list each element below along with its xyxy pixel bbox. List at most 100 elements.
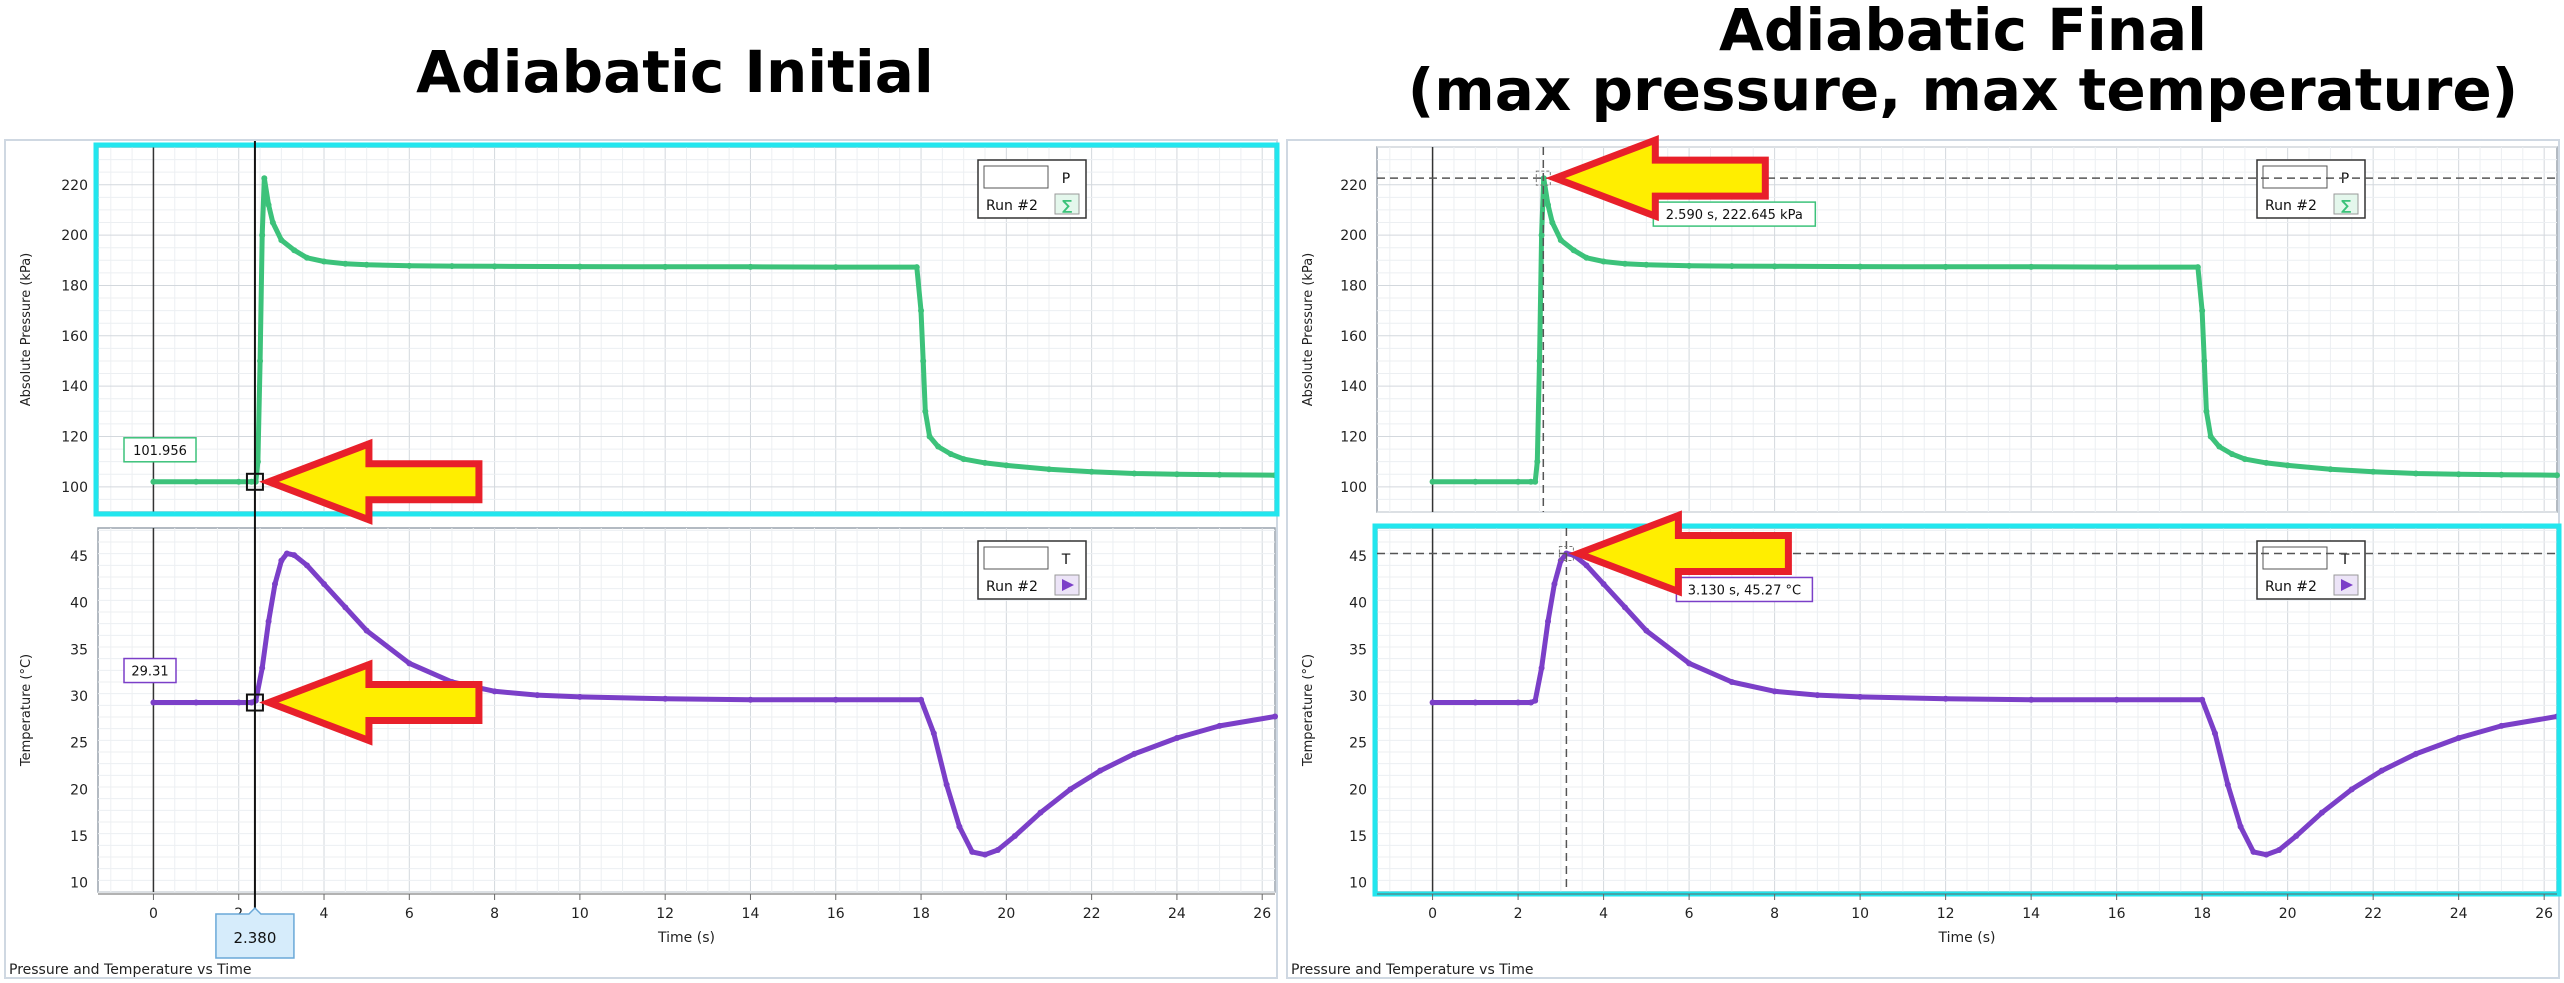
x-tick-label: 18 [912, 906, 930, 922]
pressure-y-tick-label: 100 [1340, 480, 1367, 496]
pressure-series-line [153, 175, 1275, 485]
temperature-data-point [2211, 730, 2218, 737]
pressure-data-point [922, 408, 929, 415]
temperature-series-line [1432, 551, 2557, 858]
temperature-data-point [278, 557, 285, 564]
pressure-y-tick-label: 140 [1340, 379, 1367, 395]
pressure-data-point [926, 433, 933, 440]
temperature-callout-arrow [259, 659, 483, 746]
temperature-data-point [918, 696, 925, 703]
temperature-data-point [2318, 809, 2325, 816]
temperature-data-point [1942, 695, 1949, 702]
temperature-y-tick-label: 30 [70, 689, 88, 705]
temperature-data-point [265, 618, 272, 625]
pressure-data-point [2412, 470, 2419, 477]
temperature-data-point [982, 851, 989, 858]
temperature-data-point [1538, 665, 1545, 671]
temperature-data-point [1429, 699, 1436, 706]
pressure-y-tick-label: 120 [1340, 429, 1367, 445]
pressure-legend-run: Run #2 [2265, 198, 2317, 214]
temperature-data-point [1857, 693, 1864, 700]
pressure-data-point [960, 456, 967, 463]
pressure-data-point [261, 175, 268, 182]
temperature-data-point [2412, 750, 2419, 757]
pressure-data-point [259, 232, 266, 239]
pressure-y-tick-label: 120 [61, 429, 88, 445]
pressure-data-point [2216, 443, 2223, 450]
x-tick-label: 14 [742, 906, 760, 922]
temperature-data-point [969, 848, 976, 855]
play-glyph [2341, 579, 2353, 591]
x-tick-label: 8 [490, 906, 499, 922]
temperature-data-point [1814, 692, 1821, 699]
pressure-data-point [1538, 232, 1545, 239]
pressure-data-point [2455, 471, 2462, 478]
pressure-data-point [662, 263, 669, 270]
temperature-data-point [2378, 767, 2385, 774]
right-title-line1: Adiabatic Final [1719, 0, 2207, 64]
temperature-y-tick-label: 15 [70, 829, 88, 845]
temperature-y-tick-label: 35 [1349, 642, 1367, 658]
temperature-data-point [1011, 833, 1018, 839]
pressure-y-tick-label: 160 [1340, 329, 1367, 345]
pressure-data-point [1173, 471, 1180, 478]
temperature-legend-symbol: T [1061, 552, 1071, 568]
pressure-data-point [1515, 478, 1522, 485]
temperature-data-point [2498, 722, 2505, 729]
temperature-data-point [1097, 767, 1104, 774]
pressure-data-point [1643, 261, 1650, 268]
temperature-y-tick-label: 45 [70, 549, 88, 565]
pressure-y-axis-label: Absolute Pressure (kPa) [1301, 253, 1316, 407]
pressure-data-point [2229, 451, 2236, 458]
pressure-data-point [1472, 478, 1479, 485]
temperature-data-point [291, 552, 298, 559]
chart-caption: Pressure and Temperature vs Time [1291, 962, 1533, 978]
x-tick-label: 18 [2193, 906, 2211, 922]
x-axis-label: Time (s) [1938, 930, 1996, 946]
temperature-data-point [2250, 848, 2257, 855]
pressure-data-point [918, 307, 925, 314]
pressure-selection-outline [93, 142, 1280, 517]
pressure-data-point [576, 263, 583, 270]
pressure-data-point [2241, 456, 2248, 463]
x-tick-label: 6 [405, 906, 414, 922]
cursor-time-badge [215, 906, 295, 959]
temperature-legend-run: Run #2 [986, 579, 1038, 595]
x-tick-label: 26 [1253, 906, 1271, 922]
x-tick-label: 10 [571, 906, 589, 922]
pressure-data-point [2554, 472, 2560, 479]
temperature-data-point [943, 781, 950, 788]
pressure-data-point [1532, 478, 1539, 485]
pressure-data-point [235, 478, 242, 485]
pressure-data-point [2498, 471, 2505, 478]
pressure-data-point [321, 258, 328, 265]
pressure-data-point [2203, 408, 2210, 415]
pressure-callout-arrow [259, 438, 483, 525]
x-tick-label: 0 [149, 906, 158, 922]
x-tick-label: 16 [827, 906, 845, 922]
temperature-data-point [747, 696, 754, 703]
temperature-data-point [1621, 604, 1628, 611]
temperature-legend-run: Run #2 [2265, 579, 2317, 595]
pressure-data-point [1545, 201, 1552, 208]
temperature-data-point [1771, 688, 1778, 695]
temperature-y-tick-label: 10 [1349, 876, 1367, 892]
pressure-data-point [2194, 264, 2201, 271]
pressure-data-point [150, 478, 157, 485]
x-tick-label: 14 [2022, 906, 2040, 922]
temperature-data-point [956, 823, 963, 830]
temperature-data-point [662, 695, 669, 702]
temperature-y-tick-label: 15 [1349, 829, 1367, 845]
pressure-data-point [363, 261, 370, 268]
pressure-data-point [491, 263, 498, 270]
pressure-data-point [1003, 462, 1010, 469]
pressure-data-point [1429, 478, 1436, 485]
pressure-data-point [947, 451, 954, 458]
temperature-data-point [2113, 696, 2120, 703]
pressure-data-point [1536, 357, 1543, 364]
temperature-data-point [1131, 750, 1138, 757]
x-tick-label: 4 [320, 906, 329, 922]
